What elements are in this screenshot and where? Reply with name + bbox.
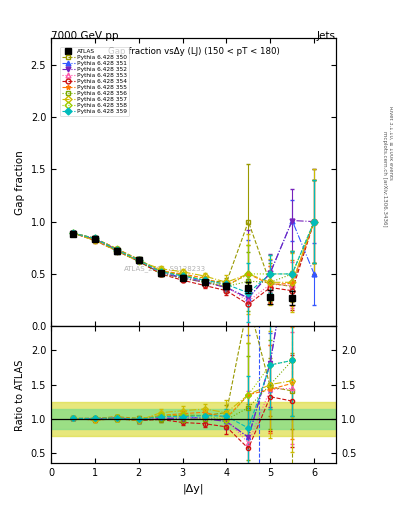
- Text: Gap fraction vsΔy (LJ) (150 < pT < 180): Gap fraction vsΔy (LJ) (150 < pT < 180): [108, 47, 279, 56]
- Text: Rivet 3.1.10, ≥ 100k events: Rivet 3.1.10, ≥ 100k events: [388, 106, 393, 180]
- Bar: [51, 409, 336, 429]
- Text: Jets: Jets: [317, 31, 336, 41]
- Text: mcplots.cern.ch [arXiv:1306.3436]: mcplots.cern.ch [arXiv:1306.3436]: [382, 132, 387, 227]
- Y-axis label: Gap fraction: Gap fraction: [15, 150, 25, 215]
- Legend: ATLAS, Pythia 6.428 350, Pythia 6.428 351, Pythia 6.428 352, Pythia 6.428 353, P: ATLAS, Pythia 6.428 350, Pythia 6.428 35…: [60, 47, 129, 116]
- X-axis label: |Δy|: |Δy|: [183, 484, 204, 494]
- Y-axis label: Ratio to ATLAS: Ratio to ATLAS: [15, 359, 25, 431]
- Text: 7000 GeV pp: 7000 GeV pp: [51, 31, 119, 41]
- Text: ATLAS_2011_S9128233: ATLAS_2011_S9128233: [124, 265, 206, 272]
- Bar: [51, 402, 336, 436]
